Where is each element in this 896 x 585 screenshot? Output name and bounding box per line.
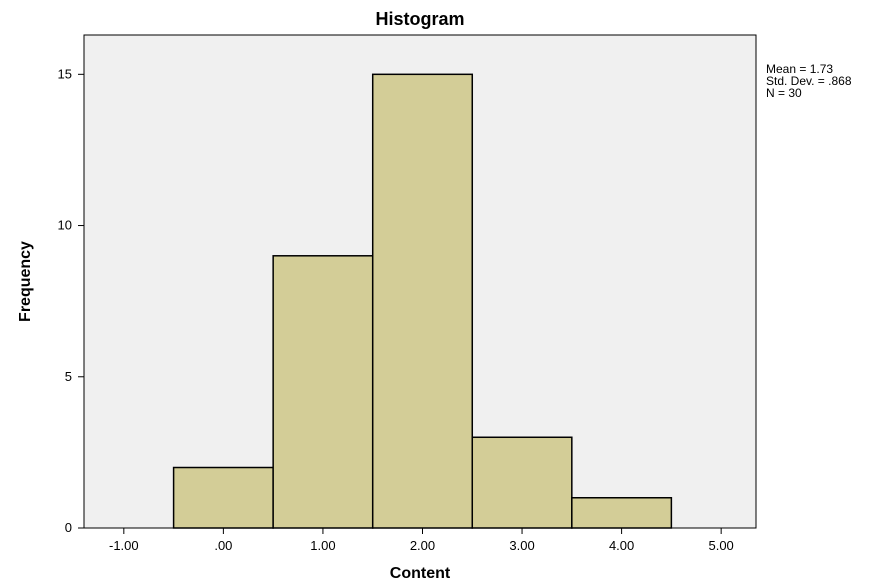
stats-line-2: N = 30 <box>766 86 802 100</box>
x-axis-title: Content <box>390 565 451 582</box>
x-tick-label-3: 2.00 <box>410 538 435 553</box>
x-tick-label-6: 5.00 <box>708 538 733 553</box>
histogram-bar-4 <box>571 497 673 529</box>
y-axis: 0 5 10 15 <box>58 66 84 535</box>
y-tick-label-2: 10 <box>58 218 72 233</box>
histogram-bar-1 <box>272 255 374 529</box>
stats-line-0: Mean = 1.73 <box>766 62 833 76</box>
y-tick-label-1: 5 <box>65 369 72 384</box>
x-tick-label-5: 4.00 <box>609 538 634 553</box>
x-tick-label-0: -1.00 <box>109 538 139 553</box>
stats-line-1: Std. Dev. = .868 <box>766 74 852 88</box>
x-tick-label-2: 1.00 <box>310 538 335 553</box>
x-tick-label-4: 3.00 <box>509 538 534 553</box>
y-tick-label-0: 0 <box>65 520 72 535</box>
bars-group <box>172 73 673 529</box>
histogram-bar-3 <box>471 436 573 529</box>
x-tick-label-1: .00 <box>214 538 232 553</box>
x-axis: -1.00 .00 1.00 2.00 3.00 4.00 5.00 <box>109 528 734 553</box>
y-tick-label-3: 15 <box>58 66 72 81</box>
y-axis-title: Frequency <box>17 241 34 322</box>
chart-title: Histogram <box>375 9 464 29</box>
histogram-bar-0 <box>172 466 274 529</box>
histogram-bar-2 <box>371 73 474 529</box>
